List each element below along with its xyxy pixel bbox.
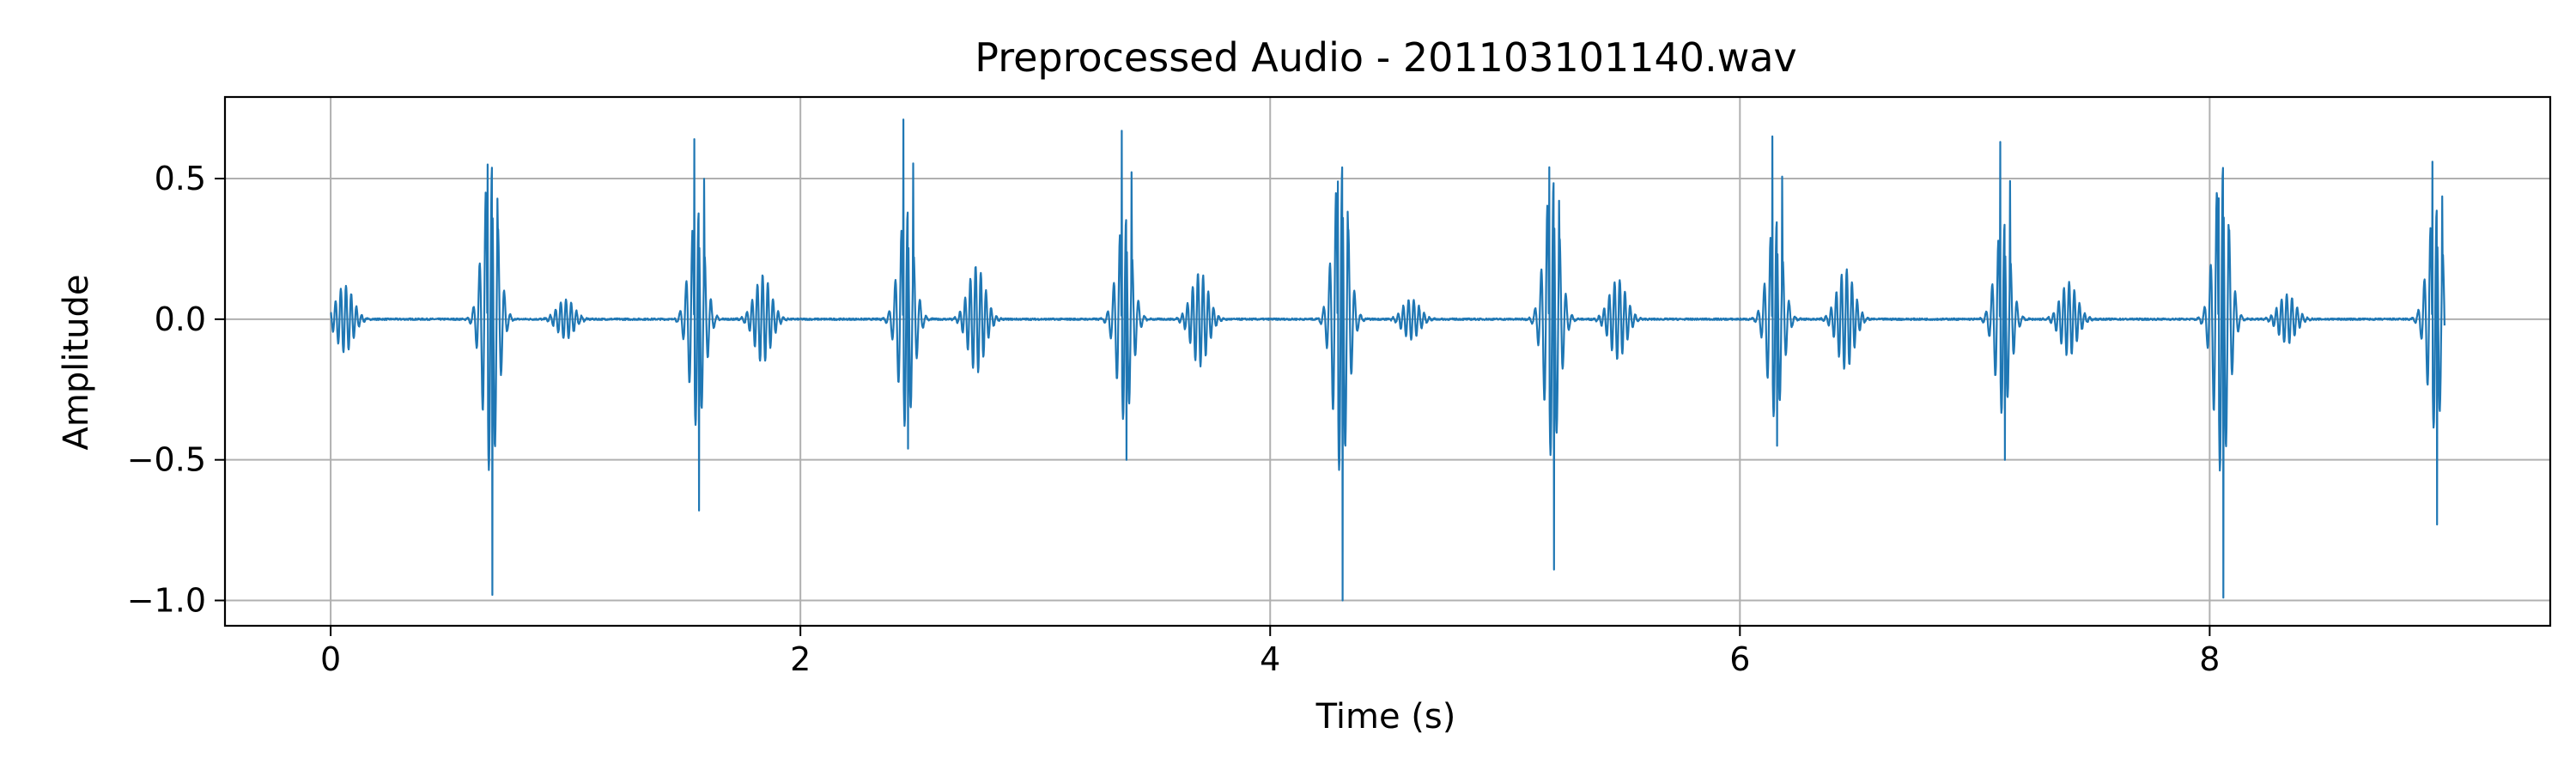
series-line-waveform [330, 118, 2445, 602]
y-tick-label: 0.0 [155, 300, 206, 338]
axis-ticks: 0 2 4 6 8 0.5 0.0 −0.5 −1.0 [127, 160, 2221, 678]
y-tick-label: 0.5 [155, 160, 206, 197]
x-tick-label: 2 [790, 640, 811, 678]
plot-area [330, 118, 2445, 602]
x-axis-label: Time (s) [1315, 697, 1456, 737]
chart-title: Preprocessed Audio - 201103101140.wav [975, 34, 1796, 81]
y-tick-label: −0.5 [127, 441, 206, 479]
x-tick-label: 0 [320, 640, 341, 678]
x-tick-label: 6 [1729, 640, 1750, 678]
y-tick-label: −1.0 [127, 582, 206, 620]
y-axis-label: Amplitude [57, 275, 96, 451]
x-tick-label: 8 [2199, 640, 2220, 678]
axes-frame [223, 95, 2552, 627]
x-tick-label: 4 [1260, 640, 1280, 678]
